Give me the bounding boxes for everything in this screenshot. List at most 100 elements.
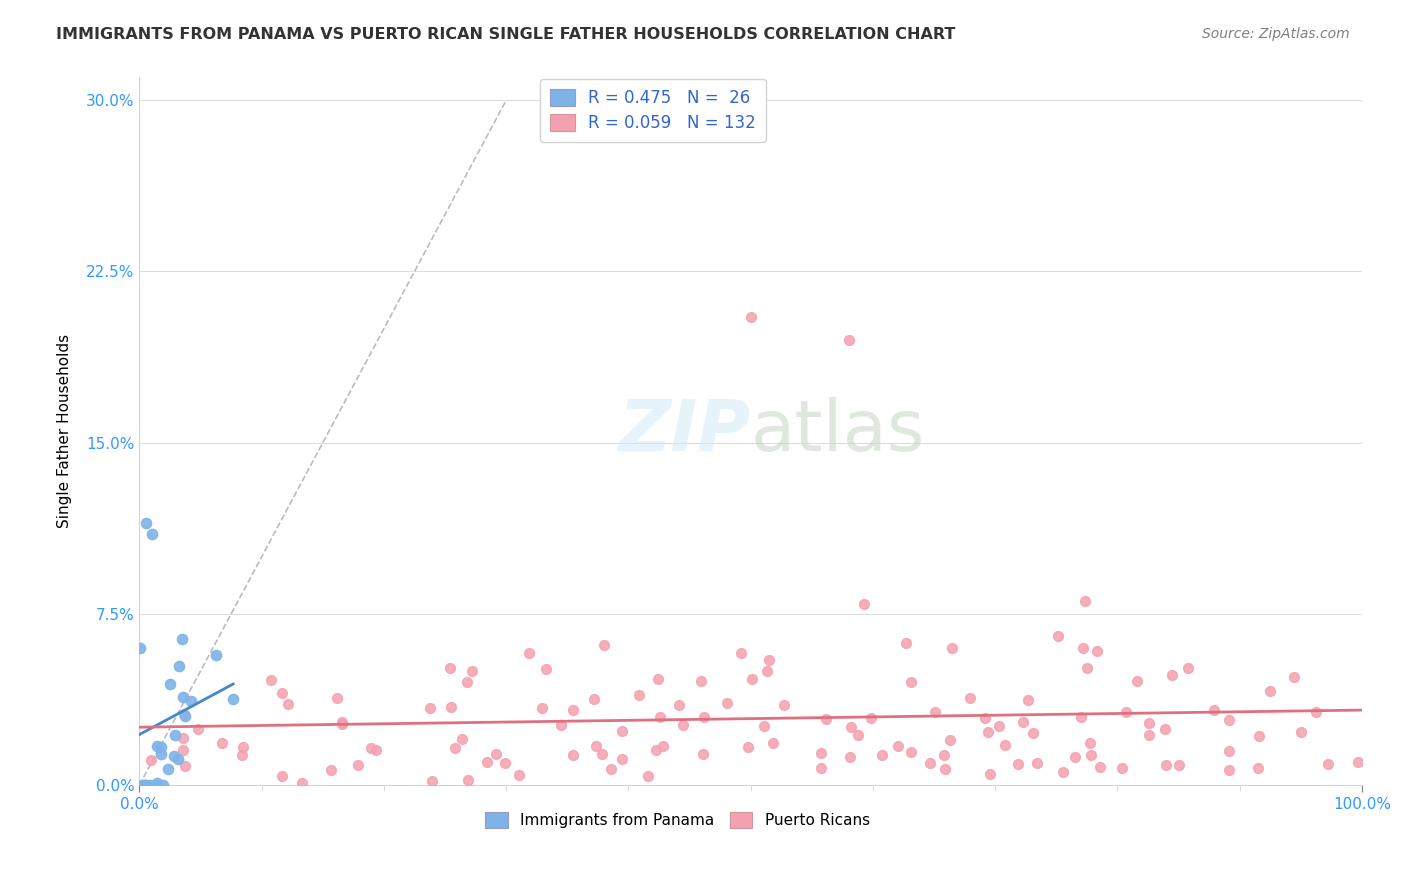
Point [443, 741, 465, 756]
Point [260, 673, 283, 688]
Point [837, 333, 859, 347]
Point [1137, 715, 1160, 730]
Point [741, 672, 763, 686]
Point [1090, 760, 1112, 774]
Point [211, 736, 233, 750]
Point [419, 701, 441, 715]
Point [517, 646, 540, 660]
Point [271, 686, 294, 700]
Point [924, 705, 946, 719]
Point [637, 768, 659, 782]
Point [756, 665, 779, 679]
Point [872, 747, 894, 762]
Point [330, 714, 353, 729]
Point [773, 698, 796, 712]
Point [561, 703, 583, 717]
Point [859, 711, 882, 725]
Point [610, 752, 633, 766]
Point [852, 597, 875, 611]
Point [591, 747, 613, 762]
Point [815, 712, 838, 726]
Point [1007, 756, 1029, 771]
Point [932, 748, 955, 763]
Point [131, 778, 153, 792]
Point [170, 632, 193, 646]
Text: IMMIGRANTS FROM PANAMA VS PUERTO RICAN SINGLE FATHER HOUSEHOLDS CORRELATION CHAR: IMMIGRANTS FROM PANAMA VS PUERTO RICAN S… [56, 27, 956, 42]
Point [141, 753, 163, 767]
Point [231, 748, 253, 763]
Point [1168, 757, 1191, 772]
Point [1347, 755, 1369, 769]
Point [1111, 761, 1133, 775]
Point [737, 739, 759, 754]
Point [232, 739, 254, 754]
Point [1317, 756, 1340, 771]
Point [994, 738, 1017, 752]
Point [439, 661, 461, 675]
Point [1017, 693, 1039, 707]
Point [1115, 705, 1137, 719]
Point [1011, 714, 1033, 729]
Point [839, 720, 862, 734]
Point [204, 648, 226, 663]
Point [1154, 722, 1177, 736]
Point [457, 772, 479, 787]
Point [1202, 703, 1225, 717]
Point [648, 710, 671, 724]
Point [146, 776, 169, 790]
Point [645, 743, 668, 757]
Point [1258, 684, 1281, 698]
Point [592, 639, 614, 653]
Point [752, 719, 775, 733]
Point [475, 756, 498, 770]
Point [134, 778, 156, 792]
Point [172, 690, 194, 705]
Point [810, 746, 832, 760]
Point [1022, 726, 1045, 740]
Point [291, 775, 314, 789]
Point [900, 745, 922, 759]
Point [730, 646, 752, 660]
Point [627, 688, 650, 702]
Y-axis label: Single Father Households: Single Father Households [58, 334, 72, 528]
Point [222, 692, 245, 706]
Point [461, 664, 484, 678]
Point [271, 769, 294, 783]
Point [846, 729, 869, 743]
Point [690, 673, 713, 688]
Point [1246, 761, 1268, 775]
Point [1046, 629, 1069, 643]
Point [534, 662, 557, 676]
Point [1161, 668, 1184, 682]
Point [163, 728, 186, 742]
Point [692, 747, 714, 762]
Point [1070, 710, 1092, 724]
Point [1137, 728, 1160, 742]
Point [758, 653, 780, 667]
Point [1305, 705, 1327, 719]
Point [508, 768, 530, 782]
Point [494, 756, 516, 770]
Point [839, 750, 862, 764]
Point [146, 739, 169, 754]
Text: Source: ZipAtlas.com: Source: ZipAtlas.com [1202, 27, 1350, 41]
Point [716, 697, 738, 711]
Point [1289, 725, 1312, 739]
Point [918, 756, 941, 771]
Point [599, 762, 621, 776]
Point [173, 706, 195, 721]
Point [152, 778, 174, 792]
Point [550, 717, 572, 731]
Point [887, 739, 910, 753]
Point [939, 733, 962, 747]
Point [582, 691, 605, 706]
Point [159, 677, 181, 691]
Point [135, 516, 157, 530]
Point [977, 724, 1000, 739]
Point [934, 762, 956, 776]
Point [141, 527, 163, 541]
Point [142, 778, 165, 792]
Point [762, 736, 785, 750]
Point [1126, 674, 1149, 689]
Point [810, 761, 832, 775]
